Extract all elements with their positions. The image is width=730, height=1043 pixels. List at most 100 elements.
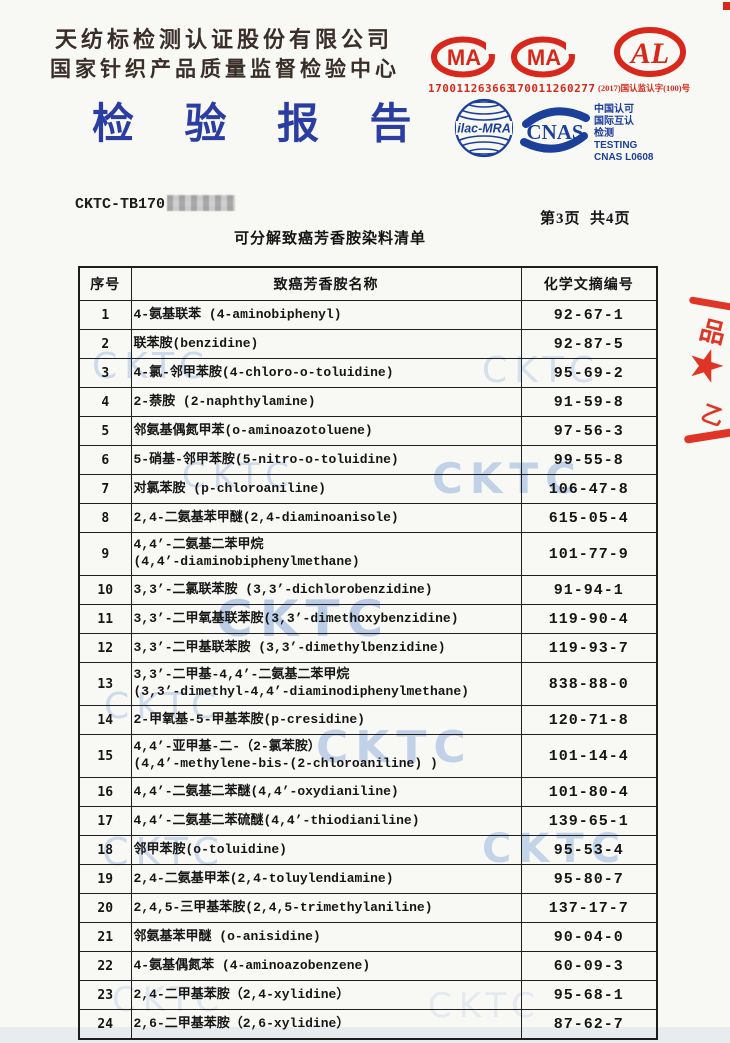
row-number: 10 [78, 575, 132, 605]
cas-number: 95-69-2 [520, 358, 658, 388]
ilac-mra-logo: ilac-MRA [454, 98, 514, 158]
table-row: 6 5-硝基-邻甲苯胺(5-nitro-o-toluidine) 99-55-8 [78, 445, 658, 475]
col-header-cas: 化学文摘编号 [520, 266, 658, 301]
cnas-logo: CNAS [520, 107, 590, 153]
amine-name: 4,4’-二氨基二苯甲烷 (4,4’-diaminobiphenylmethane… [130, 532, 522, 576]
cma-cert-number-1: 170011263663 [428, 82, 514, 95]
amine-name: 2,6-二甲基苯胺（2,6-xylidine） [130, 1009, 522, 1040]
table-row: 23 2,4-二甲基苯胺（2,4-xylidine） 95-68-1 [78, 980, 658, 1010]
amine-name: 4-氯-邻甲苯胺(4-chloro-o-toluidine) [130, 358, 522, 388]
table-row: 3 4-氯-邻甲苯胺(4-chloro-o-toluidine) 95-69-2 [78, 358, 658, 388]
table-row: 21 邻氨基苯甲醚 (o-anisidine) 90-04-0 [78, 922, 658, 952]
table-row: 19 2,4-二氨基甲苯(2,4-toluylendiamine) 95-80-7 [78, 864, 658, 894]
row-number: 16 [78, 777, 132, 807]
cas-number: 119-90-4 [520, 604, 658, 634]
amine-name: 4,4’-二氨基二苯硫醚(4,4’-thiodianiline) [130, 806, 522, 836]
cas-number: 119-93-7 [520, 633, 658, 663]
amine-name: 2,4,5-三甲基苯胺(2,4,5-trimethylaniline) [130, 893, 522, 923]
row-number: 21 [78, 922, 132, 952]
amine-dye-table: 序号 致癌芳香胺名称 化学文摘编号 1 4-氨基联苯 (4-aminobiphen… [78, 266, 658, 1040]
amine-name: 邻甲苯胺(o-toluidine) [130, 835, 522, 865]
page-indicator: 第3页 共4页 [540, 211, 631, 227]
amine-name: 2,4-二氨基苯甲醚(2,4-diaminoanisole) [130, 503, 522, 533]
table-row: 5 邻氨基偶氮甲苯(o-aminoazotoluene) 97-56-3 [78, 416, 658, 446]
amine-name-line1: 4-氯-邻甲苯胺(4-chloro-o-toluidine) [133, 364, 394, 380]
row-number: 4 [78, 387, 132, 417]
cas-number: 95-68-1 [520, 980, 658, 1010]
row-number: 20 [78, 893, 132, 923]
al-accreditation-logo: AL [614, 27, 686, 77]
report-number: CKTC-TB170 [75, 195, 236, 213]
table-row: 17 4,4’-二氨基二苯硫醚(4,4’-thiodianiline) 139-65… [78, 806, 658, 836]
table-row: 7 对氯苯胺 (p-chloroaniline) 106-47-8 [78, 474, 658, 504]
cas-number: 137-17-7 [520, 893, 658, 923]
cas-number: 139-65-1 [520, 806, 658, 836]
amine-name: 3,3’-二氯联苯胺 (3,3’-dichlorobenzidine) [130, 575, 522, 605]
row-number: 19 [78, 864, 132, 894]
amine-name-line1: 3,3’-二甲基-4,4’-二氨基二苯甲烷 [133, 667, 350, 683]
row-number: 12 [78, 633, 132, 663]
cas-number: 90-04-0 [520, 922, 658, 952]
cas-number: 101-80-4 [520, 777, 658, 807]
amine-name: 4-氨基偶氮苯 (4-aminoazobenzene) [130, 951, 522, 981]
svg-text:MA: MA [527, 45, 561, 70]
amine-name-line1: 2,4-二氨基甲苯(2,4-toluylendiamine) [133, 870, 394, 886]
row-number: 13 [78, 662, 132, 706]
amine-name: 4,4’-亚甲基-二-（2-氯苯胺） (4,4’-methylene-bis-(2… [130, 734, 522, 778]
table-header-row: 序号 致癌芳香胺名称 化学文摘编号 [78, 266, 658, 301]
amine-name: 2-甲氧基-5-甲基苯胺(p-cresidine) [130, 705, 522, 735]
table-row: 14 2-甲氧基-5-甲基苯胺(p-cresidine) 120-71-8 [78, 705, 658, 735]
amine-name-line1: 5-硝基-邻甲苯胺(5-nitro-o-toluidine) [133, 451, 399, 467]
stamp-border-top [688, 296, 730, 311]
table-row: 4 2-萘胺 (2-naphthylamine) 91-59-8 [78, 387, 658, 417]
table-row: 18 邻甲苯胺(o-toluidine) 95-53-4 [78, 835, 658, 865]
cas-number: 101-77-9 [520, 532, 658, 576]
table-row: 13 3,3’-二甲基-4,4’-二氨基二苯甲烷 (3,3’-dimethyl-4,… [78, 662, 658, 706]
amine-name: 3,3’-二甲基联苯胺 (3,3’-dimethylbenzidine) [130, 633, 522, 663]
cas-number: 95-53-4 [520, 835, 658, 865]
amine-name-line2: (4,4’-methylene-bis-(2-chloroaniline) ) [133, 756, 438, 771]
amine-name-line1: 2,6-二甲基苯胺（2,6-xylidine） [133, 1015, 350, 1031]
cas-number: 106-47-8 [520, 474, 658, 504]
amine-name: 3,3’-二甲基-4,4’-二氨基二苯甲烷 (3,3’-dimethyl-4,4’… [130, 662, 522, 706]
col-header-name: 致癌芳香胺名称 [130, 266, 522, 301]
table-row: 16 4,4’-二氨基二苯醚(4,4’-oxydianiline) 101-80-4 [78, 777, 658, 807]
amine-name-line1: 4,4’-二氨基二苯硫醚(4,4’-thiodianiline) [133, 812, 420, 828]
amine-name-line1: 3,3’-二氯联苯胺 (3,3’-dichlorobenzidine) [133, 581, 433, 597]
svg-text:CNAS: CNAS [526, 120, 583, 144]
amine-name-line1: 邻氨基偶氮甲苯(o-aminoazotoluene) [133, 422, 373, 438]
row-number: 3 [78, 358, 132, 388]
cas-number: 91-94-1 [520, 575, 658, 605]
amine-name: 2,4-二甲基苯胺（2,4-xylidine） [130, 980, 522, 1010]
amine-name: 4-氨基联苯 (4-aminobiphenyl) [130, 300, 522, 330]
cas-number: 99-55-8 [520, 445, 658, 475]
amine-name-line1: 邻甲苯胺(o-toluidine) [133, 841, 287, 857]
cma-logo-1: MA [431, 36, 496, 78]
table-row: 15 4,4’-亚甲基-二-（2-氯苯胺） (4,4’-methylene-bis-… [78, 734, 658, 778]
amine-name-line1: 2,4,5-三甲基苯胺(2,4,5-trimethylaniline) [133, 899, 433, 915]
row-number: 17 [78, 806, 132, 836]
redaction-blur [167, 195, 236, 211]
amine-name: 联苯胺(benzidine) [130, 329, 522, 359]
row-number: 9 [78, 532, 132, 576]
row-number: 14 [78, 705, 132, 735]
amine-name-line1: 3,3’-二甲基联苯胺 (3,3’-dimethylbenzidine) [133, 639, 446, 655]
row-number: 24 [78, 1009, 132, 1040]
table-row: 1 4-氨基联苯 (4-aminobiphenyl) 92-67-1 [78, 300, 658, 330]
row-number: 7 [78, 474, 132, 504]
company-name-line1: 天纺标检测认证股份有限公司 [55, 27, 394, 52]
amine-name: 2-萘胺 (2-naphthylamine) [130, 387, 522, 417]
cas-number: 101-14-4 [520, 734, 658, 778]
amine-name-line1: 2-甲氧基-5-甲基苯胺(p-cresidine) [133, 711, 365, 727]
amine-name: 2,4-二氨基甲苯(2,4-toluylendiamine) [130, 864, 522, 894]
amine-name-line1: 2-萘胺 (2-naphthylamine) [133, 393, 316, 409]
cas-number: 92-87-5 [520, 329, 658, 359]
al-cert-caption: (2017)国认监认字(100)号 [598, 83, 691, 93]
amine-name: 邻氨基苯甲醚 (o-anisidine) [130, 922, 522, 952]
cas-number: 60-09-3 [520, 951, 658, 981]
table-row: 22 4-氨基偶氮苯 (4-aminoazobenzene) 60-09-3 [78, 951, 658, 981]
svg-text:ilac-MRA: ilac-MRA [457, 122, 510, 136]
cas-number: 97-56-3 [520, 416, 658, 446]
table-row: 20 2,4,5-三甲基苯胺(2,4,5-trimethylaniline) 137… [78, 893, 658, 923]
stamp-star-icon: ★ [679, 336, 730, 395]
